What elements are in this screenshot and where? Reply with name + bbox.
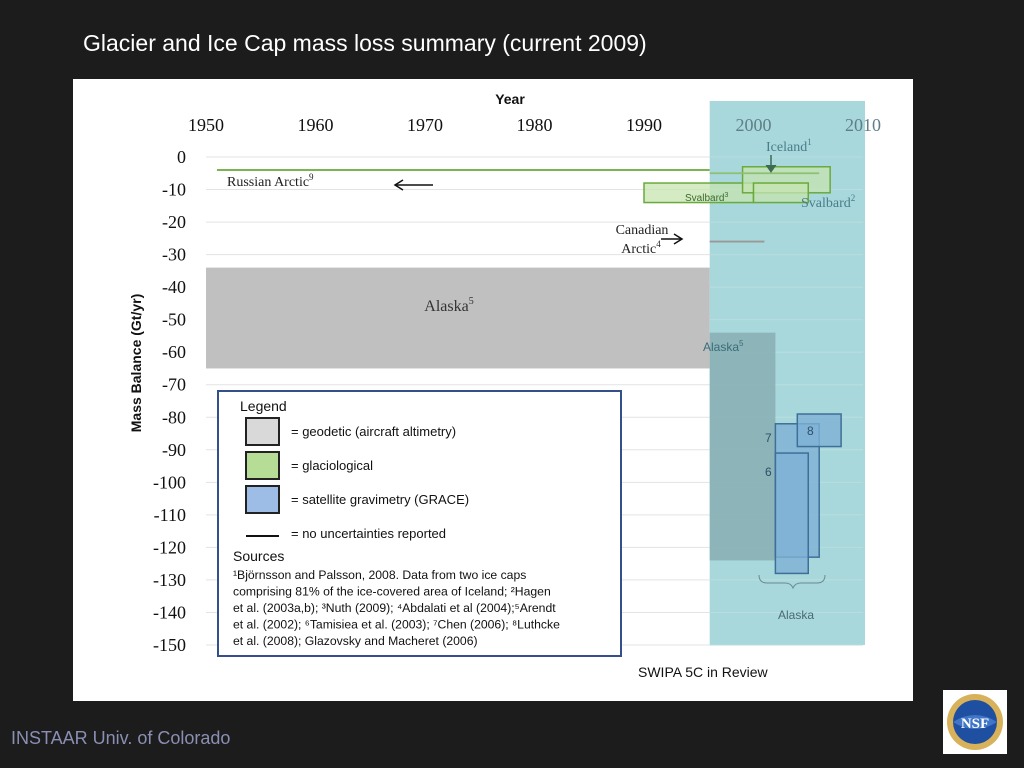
y-tick-label: -150 — [153, 635, 186, 655]
legend-item: = geodetic (aircraft altimetry) — [245, 417, 456, 446]
svg-text:NSF: NSF — [961, 716, 989, 732]
x-tick-label: 1980 — [517, 115, 553, 135]
left-arrow-icon — [393, 179, 433, 191]
legend-swatch — [245, 485, 280, 514]
y-tick-label: -140 — [153, 602, 186, 622]
slide-title: Glacier and Ice Cap mass loss summary (c… — [83, 30, 647, 56]
source-line: comprising 81% of the ice-covered area o… — [233, 585, 551, 599]
down-arrow-icon — [765, 155, 777, 173]
legend-swatch — [245, 451, 280, 480]
russian-arctic-label: Russian Arctic9 — [227, 172, 314, 190]
y-tick-label: -20 — [162, 212, 186, 232]
legend-label: = no uncertainties reported — [291, 526, 446, 541]
right-arrow-icon — [661, 233, 684, 245]
alaska-bracket-label: Alaska — [778, 608, 814, 622]
x-tick-label: 1990 — [626, 115, 662, 135]
legend-label: = geodetic (aircraft altimetry) — [291, 424, 456, 439]
y-tick-label: -100 — [153, 472, 186, 492]
canadian-arctic-label-2: Arctic4 — [621, 239, 661, 257]
source-line: et al. (2002); ⁶Tamisiea et al. (2003); … — [233, 618, 560, 632]
grace-8-label: 8 — [807, 424, 814, 438]
y-tick-label: -130 — [153, 570, 186, 590]
y-tick-label: -10 — [162, 180, 186, 200]
data-box — [752, 182, 809, 204]
y-tick-labels: 0 -10 -20 -30 -40 -50 -60 -70 -80 -90 -100 -110 -120… — [153, 147, 186, 655]
legend: Legend = geodetic (aircraft altimetry) = … — [217, 390, 622, 657]
y-tick-label: -80 — [162, 407, 186, 427]
nsf-logo: NSF — [943, 690, 1007, 754]
data-box — [206, 267, 710, 369]
alaska-bracket — [758, 574, 826, 590]
nsf-seal-icon: NSF — [947, 694, 1003, 750]
x-tick-label: 1960 — [298, 115, 334, 135]
svalbard-small-label: Svalbard3 — [685, 192, 728, 204]
legend-label: = satellite gravimetry (GRACE) — [291, 492, 469, 507]
y-tick-label: -30 — [162, 245, 186, 265]
y-tick-label: -40 — [162, 277, 186, 297]
legend-item: = no uncertainties reported — [246, 526, 446, 541]
x-tick-labels: 1950 1960 1970 1980 1990 2000 2010 — [188, 115, 881, 135]
grace-7-label: 7 — [765, 431, 772, 445]
source-line: et al. (2008); Glazovsky and Macheret (2… — [233, 634, 478, 648]
x-tick-label: 2010 — [845, 115, 881, 135]
y-tick-label: -60 — [162, 342, 186, 362]
y-tick-label: 0 — [177, 147, 186, 167]
data-boxes — [206, 166, 842, 575]
y-tick-label: -70 — [162, 375, 186, 395]
sources-text: ¹Björnsson and Palsson, 2008. Data from … — [233, 568, 560, 648]
y-tick-label: -110 — [154, 505, 186, 525]
x-tick-label: 2000 — [736, 115, 772, 135]
y-tick-label: -120 — [153, 537, 186, 557]
legend-label: = glaciological — [291, 458, 373, 473]
alaska-geodetic-label: Alaska5 — [424, 296, 473, 315]
legend-item: = satellite gravimetry (GRACE) — [245, 485, 469, 514]
source-line: et al. (2003a,b); ³Nuth (2009); ⁴Abdalat… — [233, 601, 556, 615]
y-tick-label: -50 — [162, 310, 186, 330]
iceland-label: Iceland1 — [766, 137, 812, 155]
mass-balance-chart: 1950 1960 1970 1980 1990 2000 2010 0 -10 -20 -30 -… — [128, 91, 881, 680]
x-axis-title: Year — [495, 91, 525, 107]
legend-swatch — [245, 417, 280, 446]
legend-item: = glaciological — [245, 451, 373, 480]
source-line: ¹Björnsson and Palsson, 2008. Data from … — [233, 568, 526, 582]
sources-title: Sources — [233, 548, 284, 564]
review-note: SWIPA 5C in Review — [638, 664, 769, 680]
legend-title: Legend — [240, 398, 287, 414]
footer-affiliation: INSTAAR Univ. of Colorado — [11, 728, 231, 748]
alaska-altimetry-label: Alaska5 — [703, 339, 744, 354]
data-segments — [216, 169, 820, 243]
canadian-arctic-label-1: Canadian — [616, 223, 669, 238]
x-tick-label: 1970 — [407, 115, 443, 135]
y-axis-title: Mass Balance (Gt/yr) — [128, 294, 144, 433]
svalbard-right-label: Svalbard2 — [801, 193, 855, 211]
chart-panel: 1950 1960 1970 1980 1990 2000 2010 0 -10 -20 -30 -… — [73, 79, 913, 701]
x-tick-label: 1950 — [188, 115, 224, 135]
y-tick-label: -90 — [162, 440, 186, 460]
data-box — [796, 413, 842, 448]
grace-6-label: 6 — [765, 465, 772, 479]
data-box — [709, 332, 776, 561]
data-box — [774, 452, 810, 575]
